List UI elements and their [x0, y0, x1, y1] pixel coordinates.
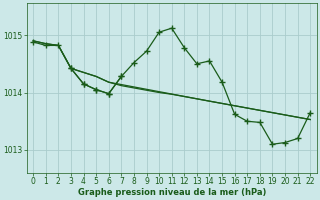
X-axis label: Graphe pression niveau de la mer (hPa): Graphe pression niveau de la mer (hPa)	[77, 188, 266, 197]
